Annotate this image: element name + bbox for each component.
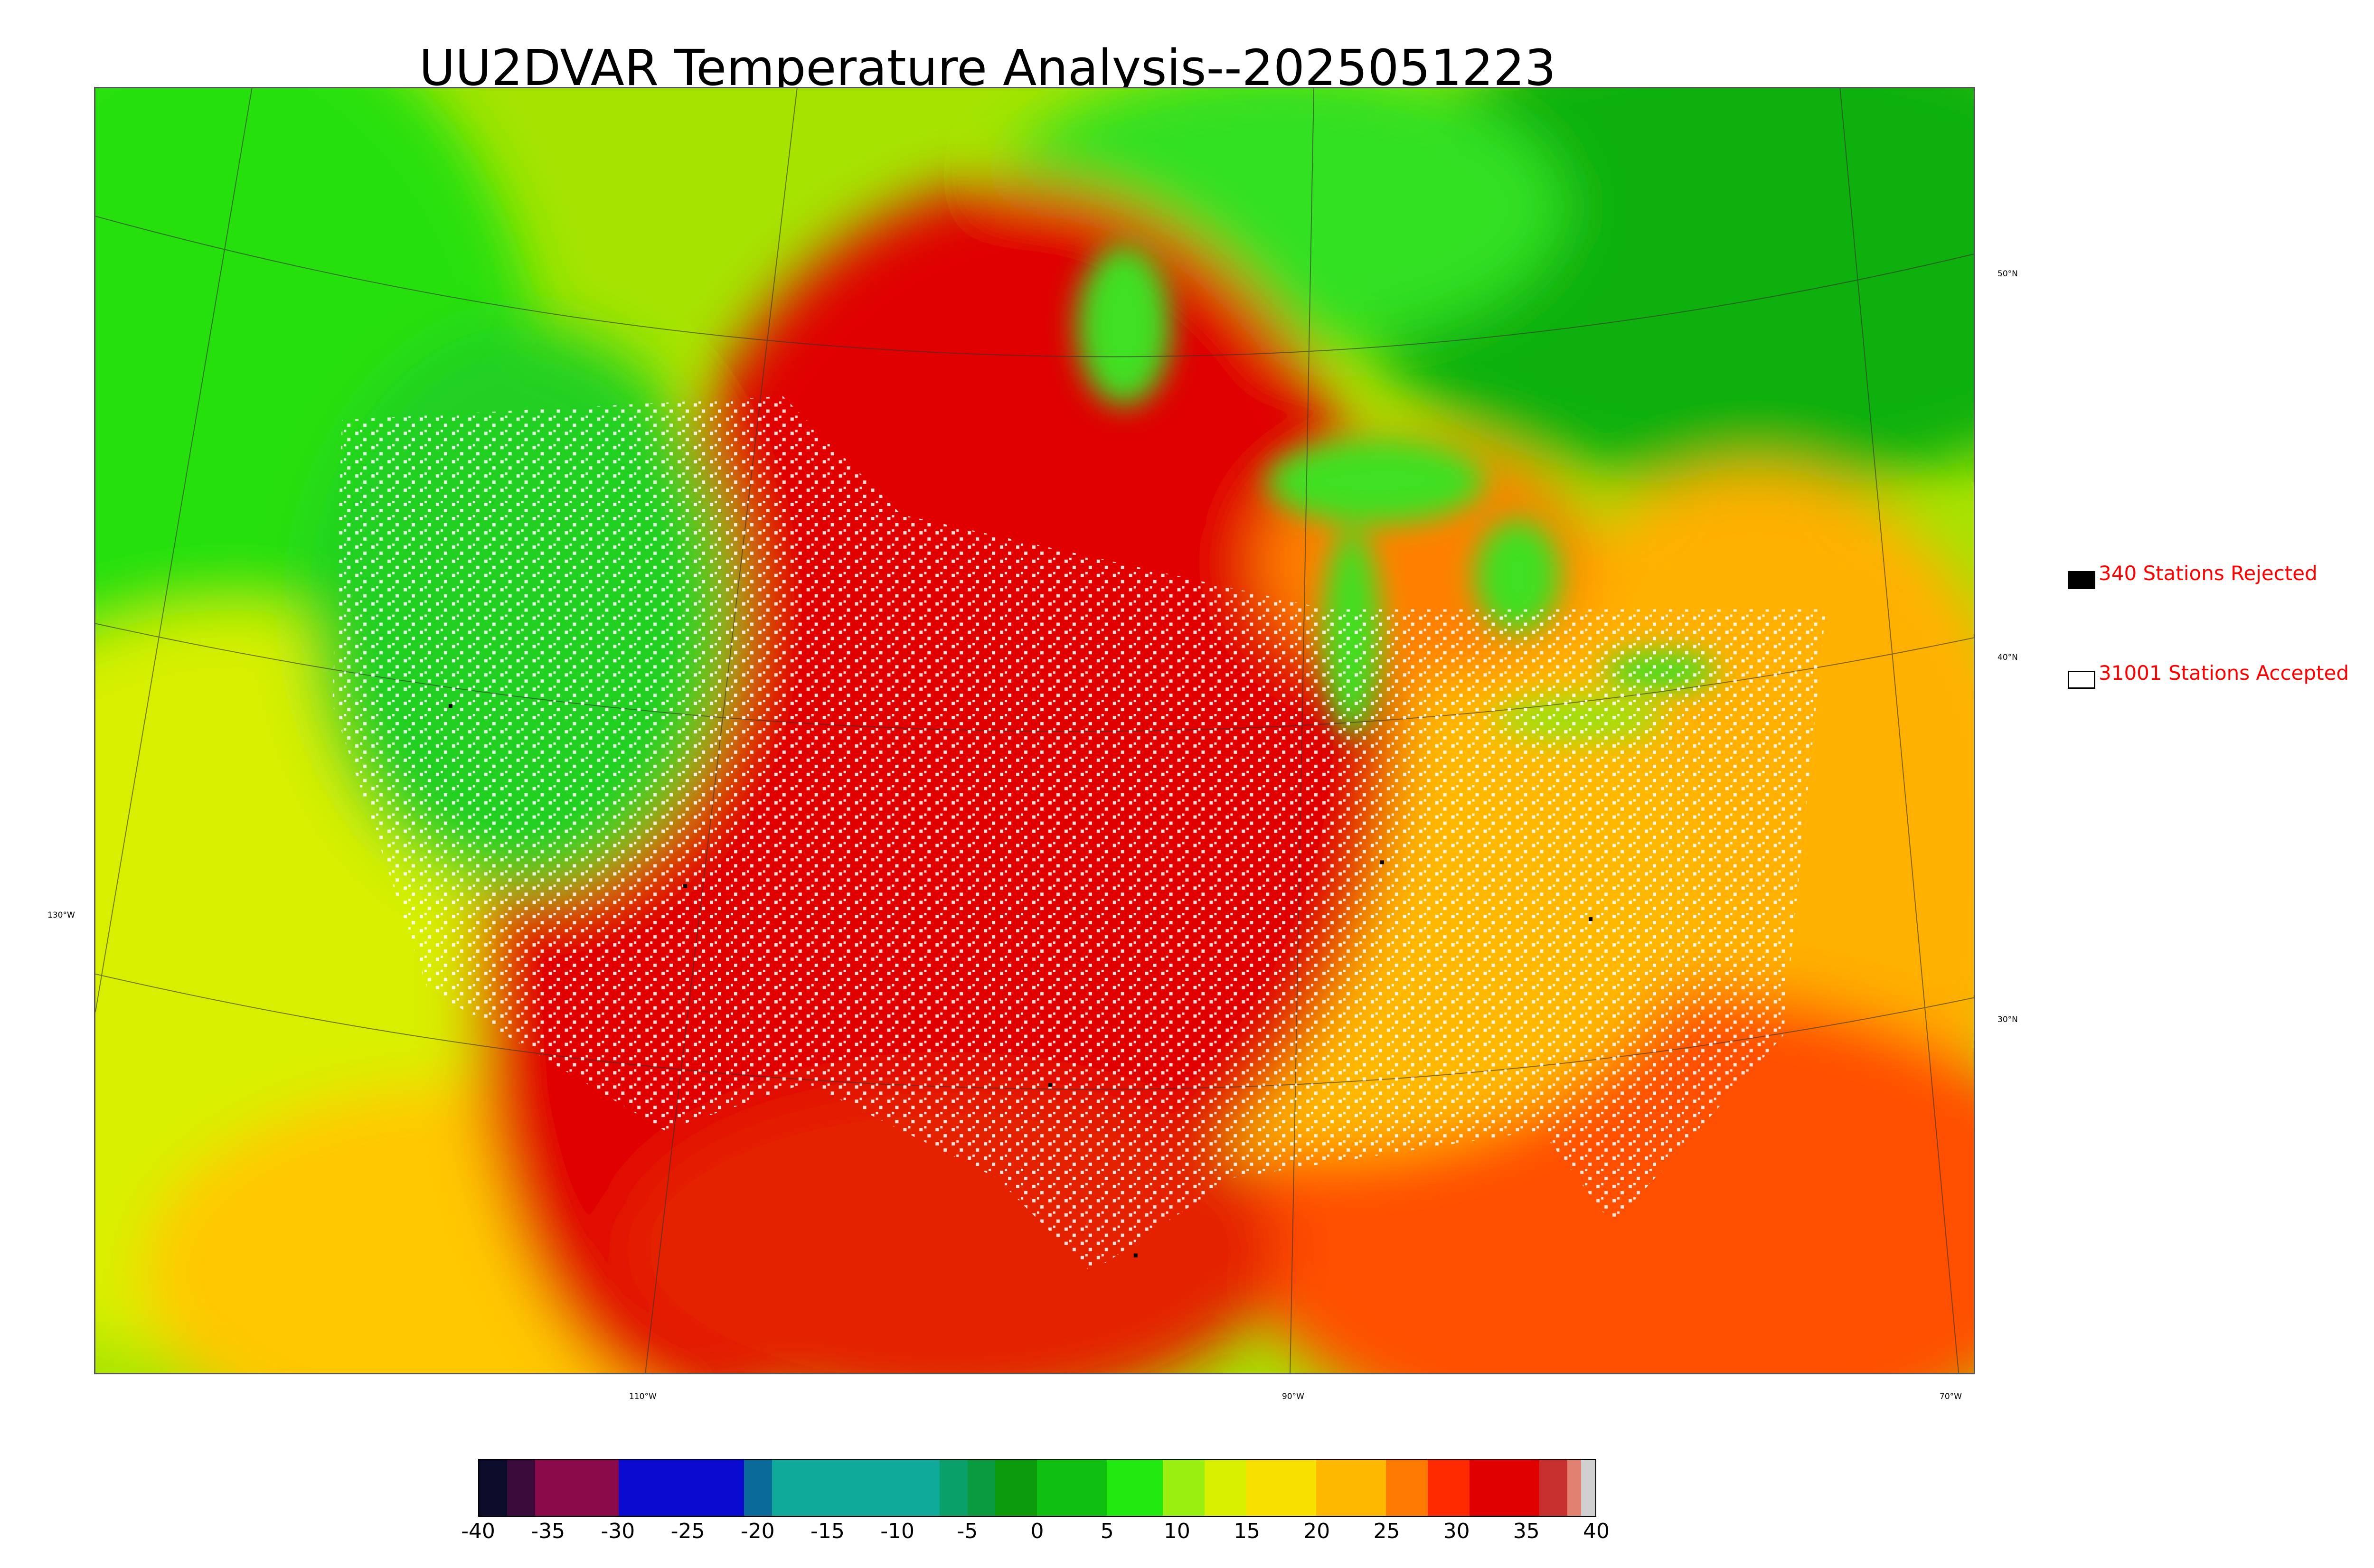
colorbar-band — [1470, 1460, 1540, 1516]
colorbar-tick-label: -10 — [880, 1519, 915, 1543]
colorbar-band — [507, 1460, 535, 1516]
accepted-stations-swatch — [2068, 671, 2095, 689]
temperature-field — [95, 88, 1974, 1373]
colorbar-band — [1539, 1460, 1568, 1516]
rejected-stations-swatch — [2068, 571, 2095, 589]
colorbar-band — [1037, 1460, 1107, 1516]
rejected-stations-label: 340 Stations Rejected — [2099, 562, 2317, 585]
colorbar-band — [1107, 1460, 1163, 1516]
colorbar-band — [618, 1460, 744, 1516]
colorbar-tick-label: 40 — [1583, 1519, 1610, 1543]
colorbar-band — [1162, 1460, 1205, 1516]
colorbar-tick-label: 35 — [1513, 1519, 1540, 1543]
rejected-stations — [448, 704, 1593, 1258]
colorbar-band — [479, 1460, 507, 1516]
colorbar-tick-label: 20 — [1303, 1519, 1330, 1543]
lon-label-110w: 110°W — [629, 1392, 657, 1401]
station-observations — [332, 396, 1826, 1273]
colorbar-tick-label: -5 — [957, 1519, 978, 1543]
colorbar-band — [744, 1460, 772, 1516]
colorbar-band — [939, 1460, 968, 1516]
temperature-colorbar — [478, 1459, 1596, 1517]
colorbar-band — [1428, 1460, 1470, 1516]
colorbar-tick-label: -35 — [531, 1519, 565, 1543]
colorbar-band — [1581, 1460, 1595, 1516]
colorbar-tick-label: -25 — [670, 1519, 705, 1543]
colorbar-band — [535, 1460, 619, 1516]
colorbar-tick-label: 10 — [1163, 1519, 1190, 1543]
lat-label-50n: 50°N — [1997, 269, 2018, 279]
colorbar-tick-label: -30 — [601, 1519, 635, 1543]
colorbar-band — [995, 1460, 1037, 1516]
colorbar-band — [1205, 1460, 1247, 1516]
colorbar-tick-label: -15 — [810, 1519, 845, 1543]
lon-label-70w: 70°W — [1940, 1392, 1962, 1401]
colorbar-tick-label: 0 — [1030, 1519, 1044, 1543]
colorbar-band — [1567, 1460, 1582, 1516]
lon-label-130w: 130°W — [47, 911, 75, 920]
temperature-map[interactable] — [94, 87, 1975, 1374]
colorbar-band — [1246, 1460, 1317, 1516]
colorbar-band — [1316, 1460, 1386, 1516]
lat-label-40n: 40°N — [1997, 653, 2018, 662]
lon-label-90w: 90°W — [1282, 1392, 1304, 1401]
colorbar-tick-label: 15 — [1234, 1519, 1261, 1543]
colorbar-band — [1386, 1460, 1428, 1516]
colorbar-tick-label: -20 — [740, 1519, 775, 1543]
accepted-stations-label: 31001 Stations Accepted — [2099, 661, 2349, 685]
colorbar-tick-label: 30 — [1443, 1519, 1470, 1543]
lat-label-30n: 30°N — [1997, 1015, 2018, 1024]
colorbar-band — [967, 1460, 996, 1516]
colorbar-band — [772, 1460, 940, 1516]
colorbar-tick-label: 25 — [1373, 1519, 1400, 1543]
colorbar-tick-label: 5 — [1100, 1519, 1114, 1543]
colorbar-tick-label: -40 — [461, 1519, 495, 1543]
